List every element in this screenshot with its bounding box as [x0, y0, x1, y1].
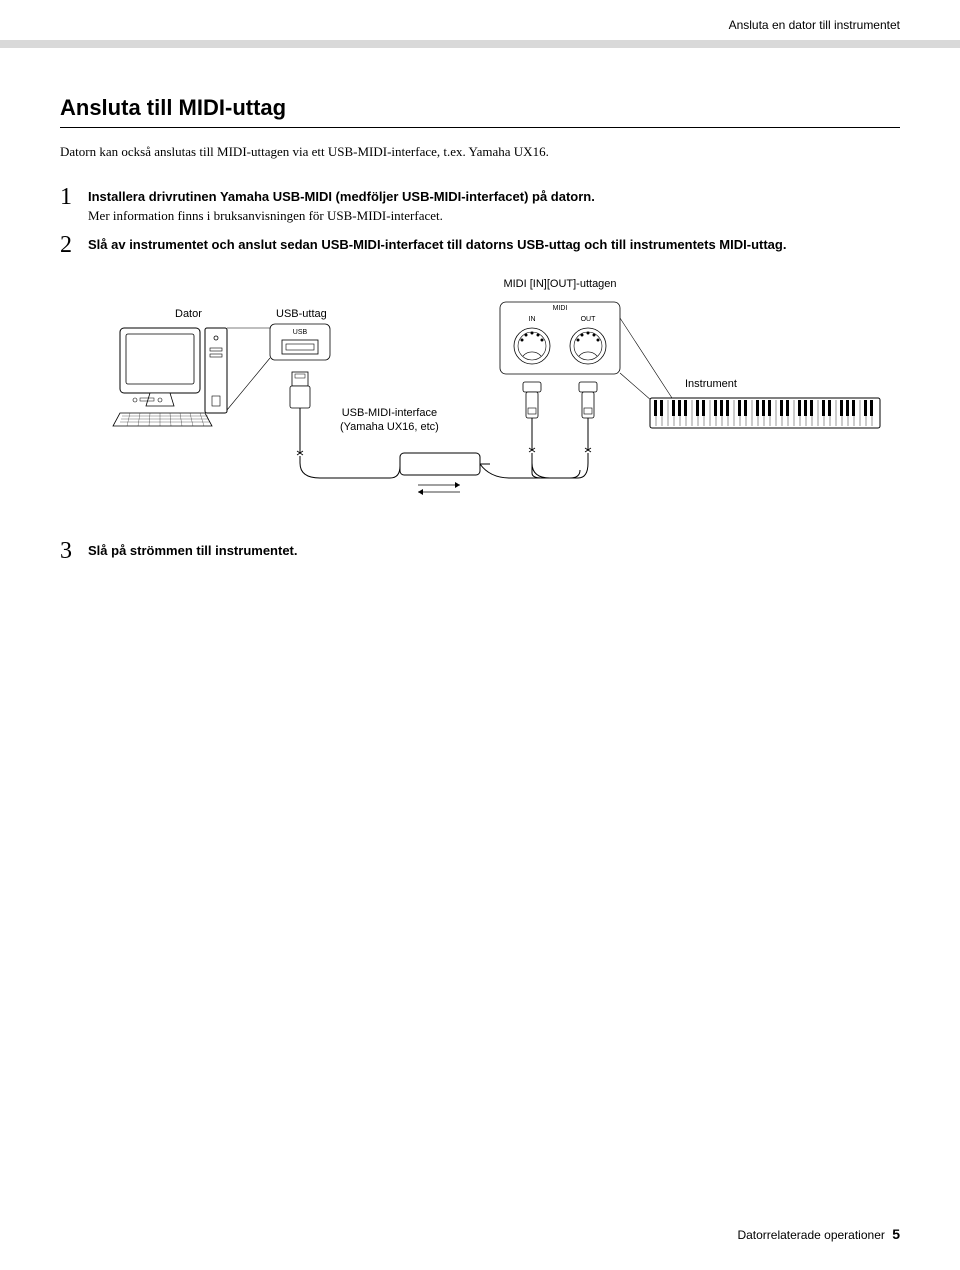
- step-body: Installera drivrutinen Yamaha USB-MIDI (…: [88, 184, 900, 226]
- step-number: 3: [60, 538, 88, 564]
- step-body: Slå på strömmen till instrumentet.: [88, 538, 900, 561]
- step-normal-text: Mer information finns i bruksanvisningen…: [88, 208, 443, 223]
- footer: Datorrelaterade operationer 5: [737, 1226, 900, 1242]
- connection-diagram: MIDI [IN][OUT]-uttagen Dator USB-uttag I…: [60, 278, 900, 508]
- section-title: Ansluta till MIDI-uttag: [60, 95, 900, 128]
- interface-line2: (Yamaha UX16, etc): [340, 421, 439, 433]
- midi-ports-label: MIDI [IN][OUT]-uttagen: [480, 278, 640, 290]
- footer-text: Datorrelaterade operationer: [737, 1228, 884, 1242]
- in-tiny-label: IN: [522, 316, 542, 323]
- dator-label: Dator: [175, 308, 202, 320]
- usb-tiny-label: USB: [288, 329, 312, 336]
- intro-text: Datorn kan också anslutas till MIDI-utta…: [60, 142, 900, 162]
- step-number: 2: [60, 232, 88, 258]
- main-content: Ansluta till MIDI-uttag Datorn kan också…: [60, 95, 900, 570]
- step-body: Slå av instrumentet och anslut sedan USB…: [88, 232, 900, 255]
- midi-tiny-label: MIDI: [545, 305, 575, 312]
- step-bold-text: Slå av instrumentet och anslut sedan USB…: [88, 237, 786, 252]
- step-bold-text: Slå på strömmen till instrumentet.: [88, 543, 298, 558]
- usb-midi-interface-label: USB-MIDI-interface (Yamaha UX16, etc): [340, 406, 439, 435]
- interface-line1: USB-MIDI-interface: [342, 407, 437, 419]
- usb-uttag-label: USB-uttag: [276, 308, 327, 320]
- running-header: Ansluta en dator till instrumentet: [729, 18, 900, 32]
- page-number: 5: [892, 1226, 900, 1242]
- step-bold-text: Installera drivrutinen Yamaha USB-MIDI (…: [88, 189, 595, 204]
- instrument-label: Instrument: [685, 378, 737, 390]
- step-3: 3 Slå på strömmen till instrumentet.: [60, 538, 900, 564]
- out-tiny-label: OUT: [578, 316, 598, 323]
- header-grey-bar: [0, 40, 960, 48]
- step-2: 2 Slå av instrumentet och anslut sedan U…: [60, 232, 900, 258]
- step-1: 1 Installera drivrutinen Yamaha USB-MIDI…: [60, 184, 900, 226]
- step-number: 1: [60, 184, 88, 210]
